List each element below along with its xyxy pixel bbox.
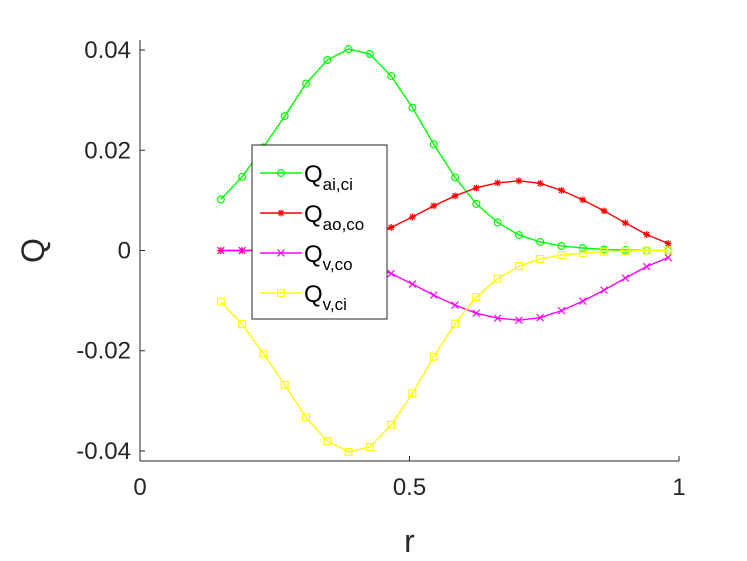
series-0-point (557, 241, 566, 250)
series-0-point (451, 173, 460, 182)
series-0-point (280, 112, 289, 121)
series-3-point (216, 297, 225, 306)
series-3-point (472, 293, 481, 302)
series-3-line (220, 249, 669, 453)
series-2-point (217, 246, 225, 255)
series-1-point (451, 192, 459, 200)
series-3-point (451, 319, 460, 328)
legend-marker (277, 289, 286, 298)
series-3 (216, 246, 673, 456)
legend-marker (277, 209, 285, 217)
series-2-point (621, 274, 630, 282)
series-1-point (600, 207, 608, 215)
series-3-point (280, 380, 289, 389)
series-2-point (600, 286, 608, 294)
series-3-point (429, 352, 438, 361)
y-tick-label: -0.04 (76, 438, 131, 465)
legend-subscript: ai,ci (323, 175, 353, 194)
series-2-point (387, 269, 395, 278)
y-tick-label: 0 (118, 238, 131, 265)
series-0-point (365, 50, 374, 59)
series-2-point (642, 262, 651, 271)
series-0-point (472, 199, 481, 208)
series-0-point (493, 218, 502, 227)
series-0-point (429, 140, 438, 149)
series-3-point (557, 251, 566, 260)
series-3-point (323, 436, 332, 445)
series-1-point (409, 213, 416, 221)
series-3-point (664, 246, 673, 255)
series-0-point (323, 56, 332, 65)
axes: -0.04 -0.02 0 0.02 0.04 0 0.5 1 (76, 37, 685, 501)
series-3-point (536, 255, 545, 264)
legend-box (251, 144, 388, 320)
series-1-point (494, 179, 502, 187)
series-0-point (238, 172, 247, 181)
series-1-point (387, 224, 395, 231)
legend-subscript: ao,co (323, 215, 365, 234)
series-0-point (387, 72, 396, 81)
series-3-point (365, 442, 374, 451)
series-2-point (238, 246, 246, 255)
series-1-point (536, 179, 544, 187)
x-tick-label: 0 (133, 474, 146, 501)
series-3-point (514, 262, 523, 271)
series-2-point (429, 291, 438, 299)
series-3-point (493, 274, 502, 283)
series-3-point (259, 349, 268, 358)
series-1-point (558, 186, 565, 194)
series-0 (216, 45, 673, 255)
y-tick-label: 0.04 (84, 37, 131, 64)
series-3-point (344, 447, 353, 456)
series-0-point (536, 237, 545, 246)
series-3-point (387, 420, 396, 429)
legend-subscript: v,ci (323, 295, 347, 314)
y-tick-label: 0.02 (84, 137, 131, 164)
series-1-point (430, 202, 438, 210)
y-tick-label: -0.02 (76, 338, 131, 365)
series-3-point (238, 320, 247, 329)
series-0-point (578, 243, 587, 252)
series-2-point (408, 280, 417, 288)
series-1-point (621, 219, 629, 227)
series-0-point (408, 103, 417, 112)
series-0-point (216, 195, 225, 204)
series-1-point (515, 177, 523, 185)
series-2-point (578, 297, 587, 305)
series-1-point (472, 184, 480, 192)
series-1-point (643, 231, 651, 238)
series-2-point (557, 306, 566, 315)
series-2-point (472, 309, 481, 317)
series-2-point (515, 316, 523, 324)
series-2-point (451, 301, 459, 309)
series-3-point (642, 246, 651, 255)
series-2-point (536, 313, 545, 322)
legend-subscript: v,co (323, 255, 353, 274)
series-3-point (408, 389, 417, 398)
x-tick-label: 0.5 (393, 474, 426, 501)
x-axis-title: r (404, 523, 415, 559)
series-0-point (302, 79, 311, 88)
series-0-line (220, 48, 669, 252)
x-tick-label: 1 (672, 474, 685, 501)
series-3-point (600, 247, 609, 256)
series-0-point (514, 230, 523, 239)
series-3-point (578, 249, 587, 258)
series-0-point (344, 45, 353, 54)
series-3-point (302, 413, 311, 422)
series-2-point (664, 253, 673, 262)
series-3-point (621, 247, 630, 256)
series-1-point (579, 196, 587, 204)
series-1-point (664, 240, 672, 247)
legend-marker (277, 169, 286, 178)
series-2-point (493, 314, 502, 322)
y-axis-title: Q (15, 238, 51, 263)
legend-marker (277, 249, 285, 257)
